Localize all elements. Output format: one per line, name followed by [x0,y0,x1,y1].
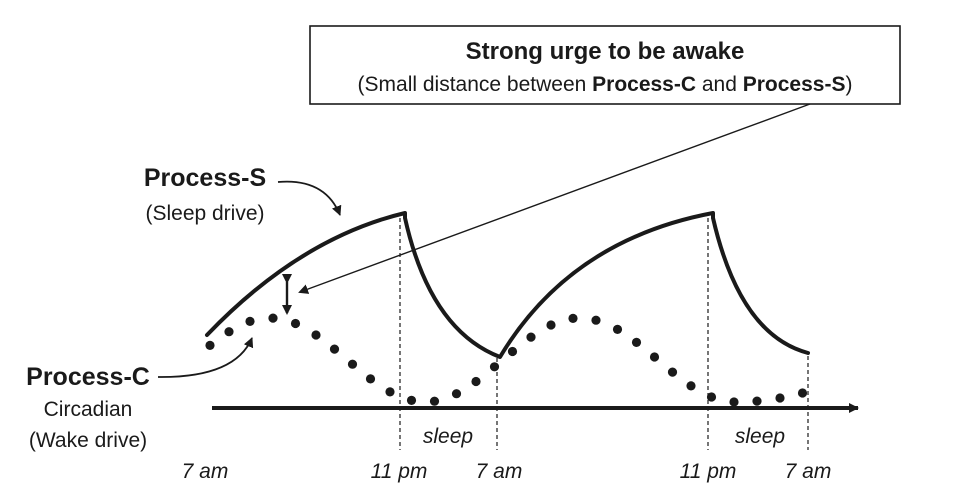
process-c-dot-4 [290,318,301,329]
process-c-dot-14 [489,362,500,372]
callout-process-c: Process-C [592,73,696,96]
time-label-7am-1: 7 am [182,460,229,483]
process-c-dot-0 [205,340,215,350]
process-c-dot-5 [311,330,321,340]
process-c-dot-22 [649,352,660,362]
process-c-dot-25 [706,392,717,402]
sleep-label-2: sleep [735,425,785,448]
process-c-dot-28 [775,393,785,403]
callout-subtitle-close: ) [845,73,852,96]
callout-process-s: Process-S [743,73,846,96]
time-label-7am-3: 7 am [785,460,832,483]
process-c-dot-27 [752,396,762,406]
process-c-dot-23 [667,367,678,377]
callout-pointer-arrow [298,103,811,294]
process-c-dot-6 [329,344,340,354]
process-s-name: Process-S [144,164,266,192]
process-c-dot-16 [526,332,536,342]
process-c-dot-10 [406,395,417,405]
callout-subtitle: (Small distance between Process-C and Pr… [358,73,853,96]
process-c-dot-15 [507,346,518,357]
process-c-dot-13 [471,376,481,387]
process-c-dot-19 [591,315,601,325]
process-c-desc-wake: (Wake drive) [29,429,147,452]
process-c-dot-18 [568,313,578,323]
process-c-dot-17 [546,320,556,330]
process-c-dot-7 [347,359,358,369]
process-c-dot-11 [429,396,440,406]
process-s-curve [205,211,810,359]
process-c-desc-circadian: Circadian [44,398,133,421]
process-c-dot-8 [365,374,376,384]
process-c-dot-21 [631,337,642,347]
callout-box [309,25,901,105]
process-c-name: Process-C [26,363,150,391]
process-c-dot-24 [686,381,696,391]
process-s-desc: (Sleep drive) [145,202,264,225]
process-c-dot-2 [245,316,255,326]
callout-subtitle-open: (Small distance between [358,73,593,96]
process-c-dot-12 [451,389,462,399]
sleep-label-1: sleep [423,425,473,448]
callout-title: Strong urge to be awake [466,38,745,65]
process-c-dot-26 [729,397,739,407]
process-c-dot-9 [385,387,395,397]
process-c-dot-20 [612,324,623,334]
process-c-dot-3 [268,313,278,323]
process-c-dot-1 [224,327,234,337]
time-label-7am-2: 7 am [476,460,523,483]
process-c-dotted-curve [205,313,808,407]
process-c-dot-29 [797,388,808,398]
time-label-11pm-2: 11 pm [680,460,737,483]
callout-and-word: and [696,73,743,96]
process-s-pointer-arrow [277,180,342,216]
time-label-11pm-1: 11 pm [371,460,428,483]
process-c-pointer-arrow [157,337,254,378]
